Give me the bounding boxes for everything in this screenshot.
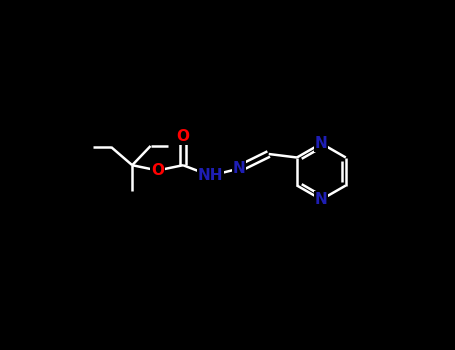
Text: NH: NH: [198, 168, 223, 183]
Text: N: N: [315, 136, 328, 151]
Text: O: O: [151, 163, 164, 178]
Text: O: O: [177, 129, 190, 144]
Text: N: N: [315, 192, 328, 207]
Text: N: N: [233, 161, 245, 176]
